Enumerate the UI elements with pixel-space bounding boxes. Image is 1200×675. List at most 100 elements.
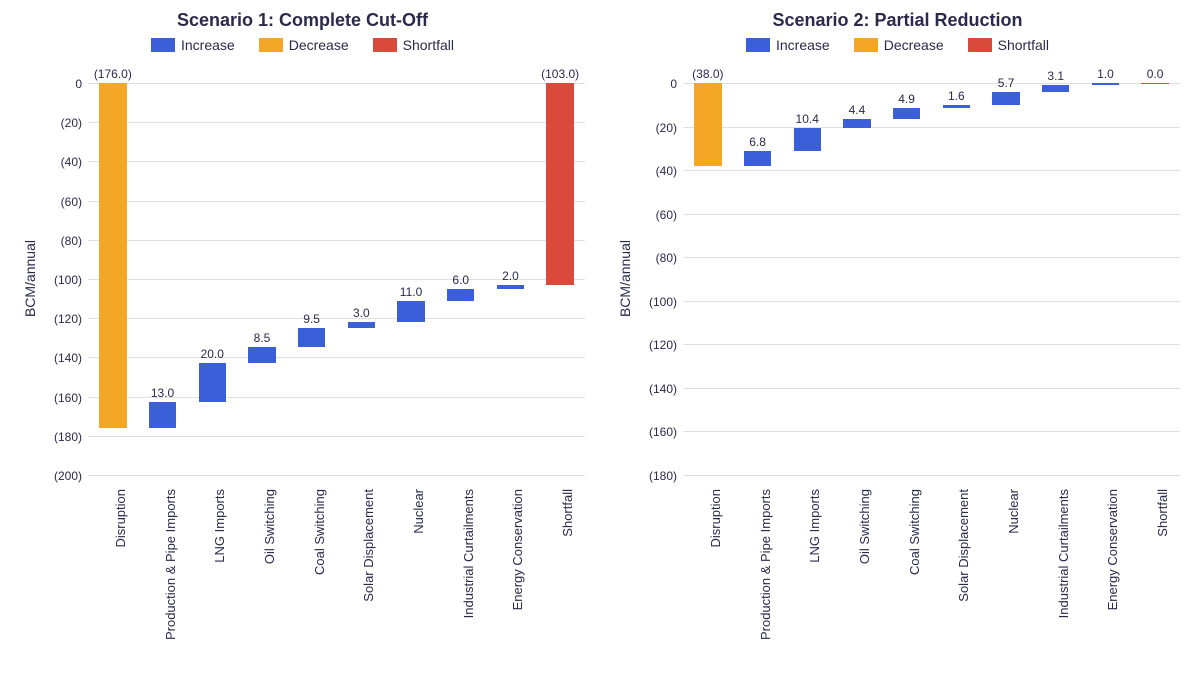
legend-decrease: Decrease: [259, 37, 349, 53]
bar-value-label: 1.0: [1097, 67, 1114, 81]
xlabel: Nuclear: [1006, 489, 1021, 664]
gridline: (180): [683, 475, 1180, 476]
ytick-label: (160): [649, 425, 683, 439]
ytick-label: (20): [61, 116, 88, 130]
legend-swatch-shortfall: [373, 38, 397, 52]
bar-increase: 3.0: [348, 322, 375, 328]
legend-swatch-decrease: [259, 38, 283, 52]
ytick-label: (80): [656, 251, 683, 265]
legend-shortfall-2: Shortfall: [968, 37, 1049, 53]
bar-increase: 1.0: [1092, 83, 1119, 85]
ytick-label: (40): [61, 155, 88, 169]
bar-increase: 11.0: [397, 301, 424, 323]
xlabel: Disruption: [113, 489, 128, 664]
panel-scenario-2: Scenario 2: Partial Reduction Increase D…: [615, 10, 1180, 665]
bar-decrease: (38.0): [694, 83, 721, 166]
bar-increase: 5.7: [992, 92, 1019, 104]
bar-value-label: 6.8: [749, 135, 766, 149]
panel2-legend: Increase Decrease Shortfall: [615, 37, 1180, 53]
ytick-label: (40): [656, 164, 683, 178]
legend-label-increase: Increase: [181, 37, 235, 53]
panel2-title: Scenario 2: Partial Reduction: [615, 10, 1180, 31]
ytick-label: (20): [656, 121, 683, 135]
bar-increase: 10.4: [794, 128, 821, 151]
legend-label-decrease: Decrease: [289, 37, 349, 53]
bar-value-label: 13.0: [151, 386, 174, 400]
panel2-bars: (38.0)6.810.44.44.91.65.73.11.00.0: [683, 83, 1180, 475]
panel1-chart-wrap: BCM/annual 0 (20) (40) (60) (80) (100) (120) (1…: [20, 73, 585, 665]
xlabel: Industrial Curtailments: [461, 489, 476, 664]
xlabel: Shortfall: [560, 489, 575, 664]
xlabel: Nuclear: [411, 489, 426, 664]
panel2-chart-wrap: BCM/annual 0 (20) (40) (60) (80) (100) (120) (1…: [615, 73, 1180, 665]
bar-value-label: 4.9: [898, 92, 915, 106]
ytick-label: 0: [670, 77, 683, 91]
ytick-label: (80): [61, 234, 88, 248]
bar-value-label: 2.0: [502, 269, 519, 283]
panel1-title: Scenario 1: Complete Cut-Off: [20, 10, 585, 31]
charts-container: Scenario 1: Complete Cut-Off Increase De…: [0, 0, 1200, 675]
legend-increase: Increase: [151, 37, 235, 53]
legend-swatch-decrease-2: [854, 38, 878, 52]
bar-increase: 20.0: [199, 363, 226, 402]
bar-value-label: 3.0: [353, 306, 370, 320]
xlabel: Shortfall: [1155, 489, 1170, 664]
legend-label-shortfall: Shortfall: [403, 37, 454, 53]
ytick-label: (120): [649, 338, 683, 352]
ytick-label: 0: [75, 77, 88, 91]
bar-increase: 6.0: [447, 289, 474, 301]
panel1-chart: 0(20)(40)(60)(80)(100)(120)(140)(160)(18…: [40, 73, 585, 665]
bar-decrease: (176.0): [99, 83, 126, 428]
legend-label-increase-2: Increase: [776, 37, 830, 53]
panel2-chart: 0(20)(40)(60)(80)(100)(120)(140)(160)(18…: [635, 73, 1180, 665]
xlabel: Disruption: [708, 489, 723, 664]
panel-scenario-1: Scenario 1: Complete Cut-Off Increase De…: [20, 10, 585, 665]
bar-value-label: 3.1: [1047, 69, 1064, 83]
bar-increase: 3.1: [1042, 85, 1069, 92]
xlabel: Coal Switching: [312, 489, 327, 664]
bar-shortfall: 0.0: [1141, 83, 1168, 84]
ytick-label: (120): [54, 312, 88, 326]
bar-increase: 9.5: [298, 328, 325, 347]
xlabel: Industrial Curtailments: [1056, 489, 1071, 664]
ytick-label: (180): [649, 469, 683, 483]
bar-value-label: 10.4: [796, 112, 819, 126]
ytick-label: (60): [656, 208, 683, 222]
legend-label-shortfall-2: Shortfall: [998, 37, 1049, 53]
bar-value-label: 0.0: [1147, 67, 1164, 81]
xlabel: Oil Switching: [857, 489, 872, 664]
xlabel: Oil Switching: [262, 489, 277, 664]
ytick-label: (100): [649, 295, 683, 309]
xlabel: Solar Displacement: [361, 489, 376, 664]
gridline: (200): [88, 475, 585, 476]
legend-label-decrease-2: Decrease: [884, 37, 944, 53]
panel1-ylabel: BCM/annual: [20, 240, 40, 317]
bar-value-label: 20.0: [201, 347, 224, 361]
xlabel: Energy Conservation: [1105, 489, 1120, 664]
bar-increase: 6.8: [744, 151, 771, 166]
bar-value-label: 9.5: [303, 312, 320, 326]
panel2-xlabels: Disruption Production & Pipe Imports LNG I…: [683, 485, 1180, 665]
bar-increase: 2.0: [497, 285, 524, 289]
xlabel: Solar Displacement: [956, 489, 971, 664]
legend-swatch-shortfall-2: [968, 38, 992, 52]
legend-decrease-2: Decrease: [854, 37, 944, 53]
bar-value-label: 6.0: [452, 273, 469, 287]
legend-increase-2: Increase: [746, 37, 830, 53]
ytick-label: (140): [54, 351, 88, 365]
xlabel: Energy Conservation: [510, 489, 525, 664]
xlabel: LNG Imports: [807, 489, 822, 664]
legend-shortfall: Shortfall: [373, 37, 454, 53]
panel2-ylabel: BCM/annual: [615, 240, 635, 317]
legend-swatch-increase-2: [746, 38, 770, 52]
panel1-xlabels: DisruptionProduction & Pipe ImportsLNG I…: [88, 485, 585, 665]
ytick-label: (180): [54, 430, 88, 444]
bar-value-label: (38.0): [692, 67, 723, 81]
bar-increase: 4.9: [893, 108, 920, 119]
ytick-label: (100): [54, 273, 88, 287]
ytick-label: (200): [54, 469, 88, 483]
panel1-legend: Increase Decrease Shortfall: [20, 37, 585, 53]
xlabel: Production & Pipe Imports: [758, 489, 773, 664]
ytick-label: (60): [61, 195, 88, 209]
bar-value-label: 8.5: [254, 331, 271, 345]
